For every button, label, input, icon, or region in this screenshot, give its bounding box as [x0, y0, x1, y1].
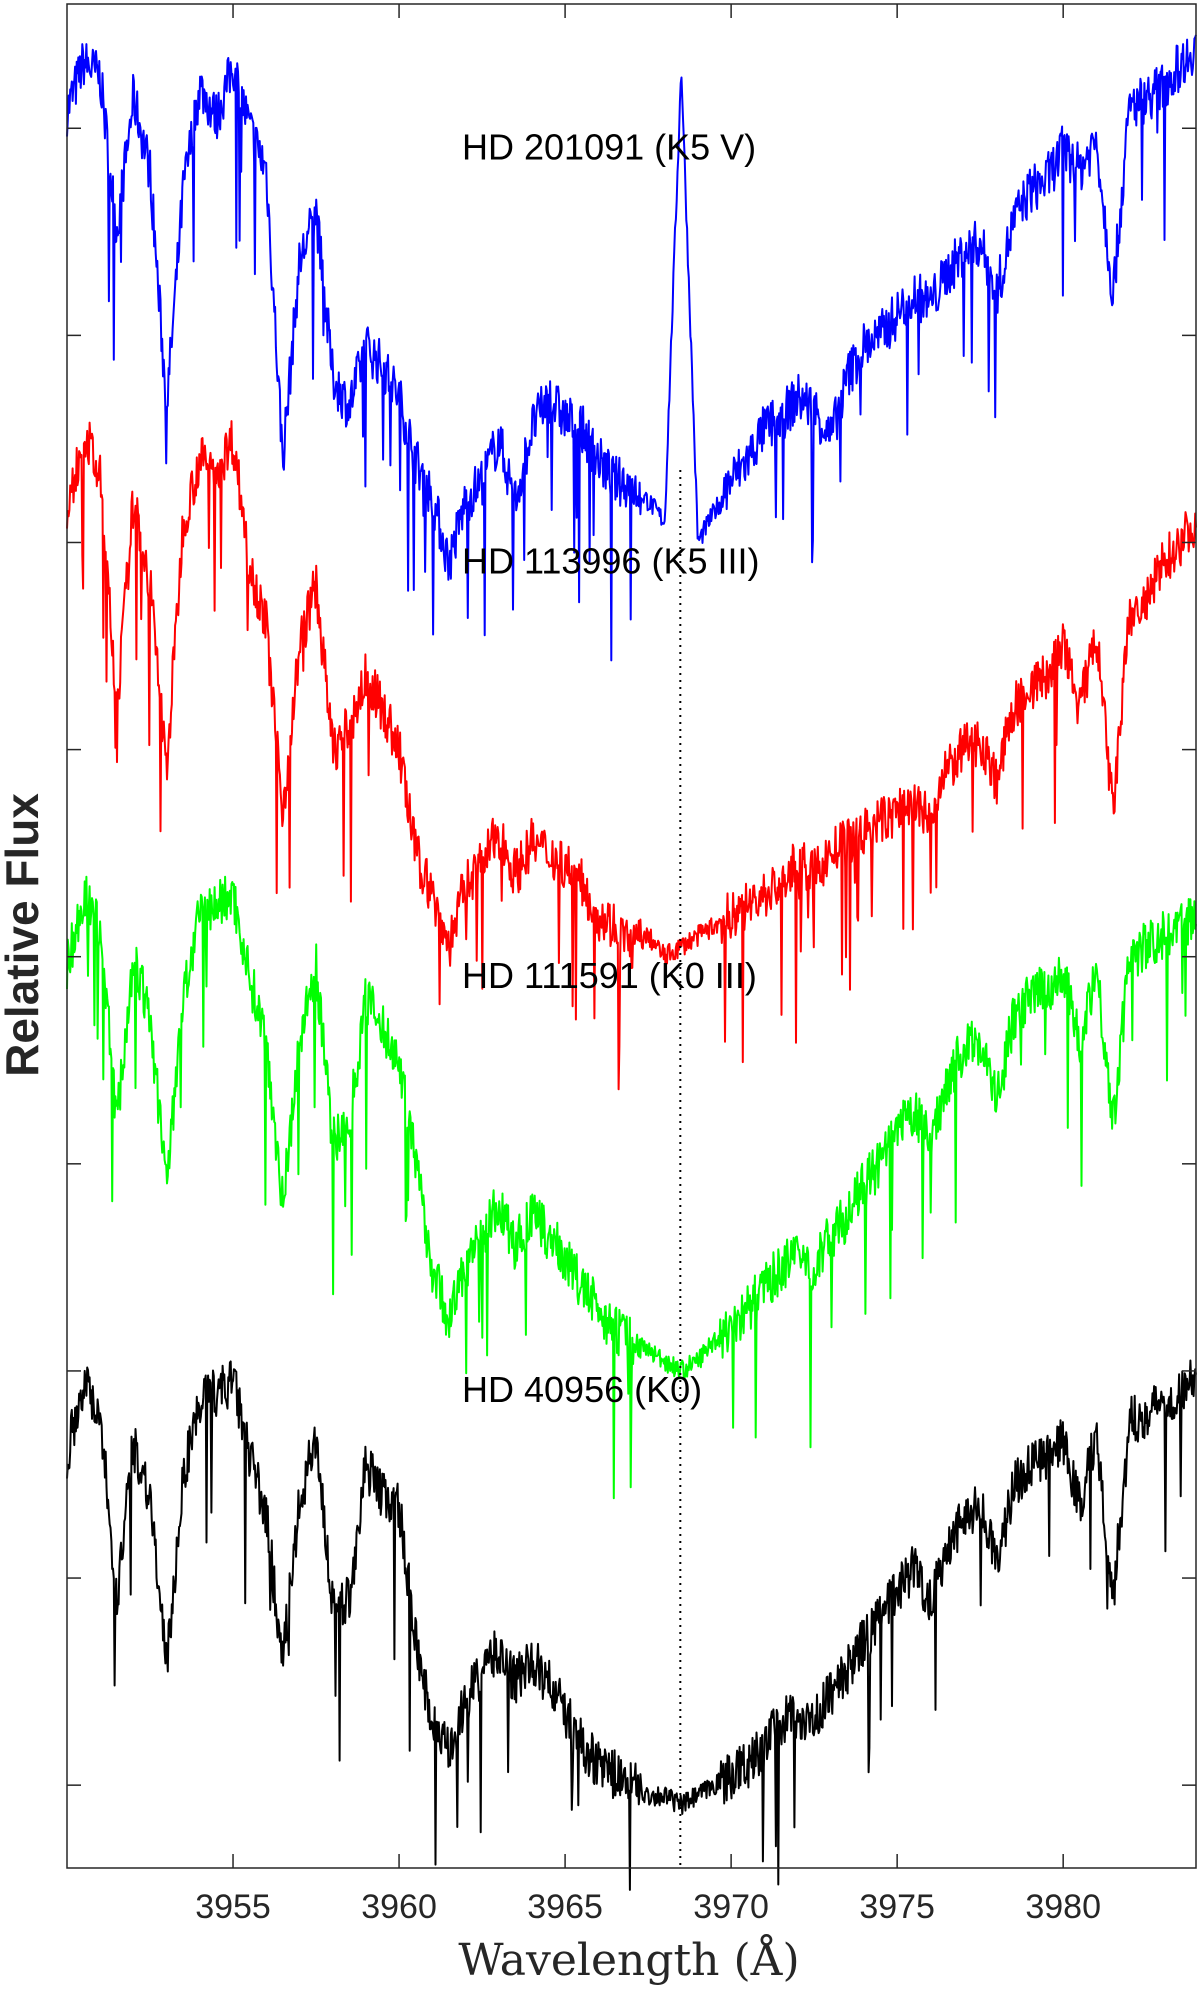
spectrum-label-1: HD 201091 (K5 V) [462, 126, 756, 167]
spectrum-label-2: HD 113996 (K5 III) [462, 541, 759, 582]
x-tick-label: 3980 [1025, 1888, 1101, 1926]
x-tick-label: 3975 [859, 1888, 935, 1926]
x-tick-label: 3970 [693, 1888, 769, 1926]
plot-area [66, 34, 1197, 1891]
x-tick-label: 3965 [527, 1888, 603, 1926]
x-axis-title: Wavelength (Å) [458, 1933, 799, 1986]
y-axis-title: Relative Flux [0, 793, 48, 1077]
spectrum-line-3 [66, 875, 1197, 1500]
spectrum-label-4: HD 40956 (K0) [462, 1369, 702, 1410]
series-labels: HD 201091 (K5 V) HD 113996 (K5 III) HD 111… [462, 126, 759, 1410]
spectrum-line-4 [66, 1359, 1197, 1891]
x-tick-label: 3960 [361, 1888, 437, 1926]
axes: 3955 3960 3965 3970 3975 3980 [66, 3, 1197, 1926]
spectrum-line-1 [66, 34, 1197, 662]
spectrum-label-3: HD 111591 (K0 III) [462, 955, 757, 996]
spectrum-line-2 [66, 420, 1197, 1091]
x-tick-label: 3955 [195, 1888, 271, 1926]
axes-frame [66, 3, 1197, 1869]
